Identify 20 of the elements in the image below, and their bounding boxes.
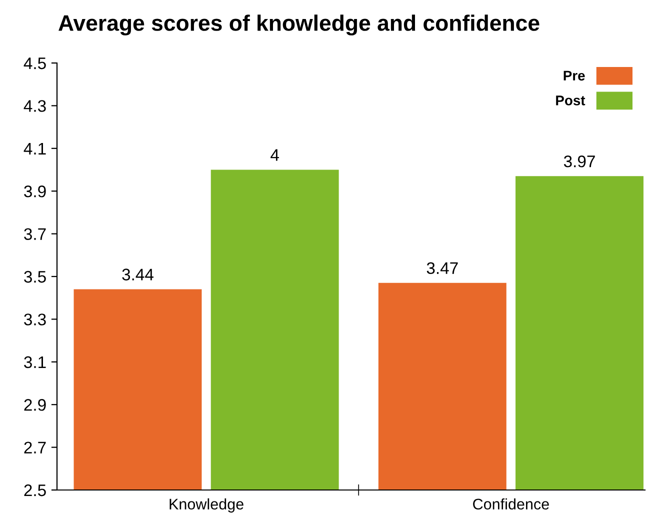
y-tick-label: 2.9: [24, 399, 46, 411]
chart-title: Average scores of knowledge and confidence: [58, 14, 540, 36]
data-label: 3.97: [564, 156, 595, 168]
legend-label: Post: [556, 96, 586, 106]
y-tick-label: 4.1: [24, 142, 46, 154]
legend-label: Pre: [564, 70, 585, 81]
x-tick-label: Knowledge: [170, 498, 244, 513]
y-tick-label: 3.3: [24, 314, 46, 326]
y-tick-label: 4.5: [24, 58, 46, 70]
y-tick-label: 4.3: [24, 100, 46, 112]
y-tick-label: 3.1: [24, 356, 46, 368]
x-tick-label: Confidence: [473, 498, 549, 510]
y-tick-label: 3.5: [24, 270, 46, 283]
data-label: 4: [270, 149, 279, 161]
data-label: 3.44: [122, 268, 154, 280]
y-tick-label: 2.7: [24, 442, 46, 454]
y-tick-label: 3.9: [24, 186, 46, 198]
y-tick-label: 2.5: [24, 484, 46, 496]
y-tick-label: 3.7: [24, 228, 46, 240]
data-label: 3.47: [426, 262, 458, 274]
